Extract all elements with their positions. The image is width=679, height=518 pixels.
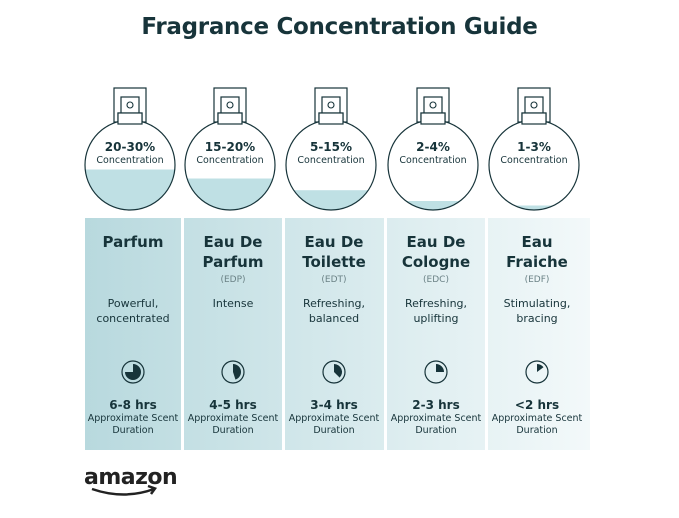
duration-wedge <box>233 364 242 380</box>
perfume-bottle-icon <box>84 87 176 211</box>
column-divider <box>384 218 387 450</box>
description-line: balanced <box>308 312 360 325</box>
type-abbreviation: (EDT) <box>321 275 347 285</box>
concentration-label: Concentration <box>399 155 467 166</box>
type-name-line: Fraiche <box>506 253 568 271</box>
amazon-logo: amazon <box>84 462 178 502</box>
concentration-value: 1-3% <box>517 140 551 154</box>
column-divider <box>485 218 488 450</box>
description-line: uplifting <box>413 312 459 325</box>
duration-value: 2-3 hrs <box>412 398 460 412</box>
type-column-1: Eau De Parfum (EDP) Intense 4-5 hrs Approxim… <box>183 218 283 450</box>
type-name-line: Eau De <box>203 233 263 251</box>
type-column-3: Eau De Cologne (EDC) Refreshing, uplifting 2… <box>386 218 486 450</box>
types-panel <box>85 218 590 450</box>
concentration-value: 5-15% <box>309 140 353 154</box>
duration-value: 3-4 hrs <box>310 398 358 412</box>
clock-icon <box>121 360 145 388</box>
perfume-bottle-icon <box>488 87 580 211</box>
concentration-label: Concentration <box>96 155 164 166</box>
column-divider <box>282 218 285 450</box>
type-name-line: Eau De <box>406 233 466 251</box>
bottle-1: 15-20% Concentration <box>180 85 280 211</box>
liquid-level <box>185 178 275 210</box>
bottle-4: 1-3% Concentration <box>484 85 584 211</box>
type-name: Eau De Cologne <box>386 232 486 272</box>
clock-icon <box>525 360 549 388</box>
bottle-2: 5-15% Concentration <box>281 85 381 211</box>
duration-value: 6-8 hrs <box>109 398 157 412</box>
type-name-line: Toilette <box>302 253 366 271</box>
type-column-4: Eau Fraiche (EDF) Stimulating, bracing <2 hr… <box>487 218 587 450</box>
type-name: Eau Fraiche <box>487 232 587 272</box>
duration-value: 4-5 hrs <box>209 398 257 412</box>
concentration-label: Concentration <box>297 155 365 166</box>
duration-wedge <box>436 364 444 372</box>
type-description: Stimulating, bracing <box>487 296 587 326</box>
type-column-0: Parfum Powerful, concentrated 6-8 hrs Appro… <box>83 218 183 450</box>
liquid-level <box>388 201 478 210</box>
concentration-value: 15-20% <box>204 140 256 154</box>
duration-label: Approximate Scent Duration <box>187 413 279 436</box>
duration-wedge <box>537 364 544 372</box>
type-abbreviation: (EDC) <box>423 275 449 285</box>
column-divider <box>181 218 184 450</box>
duration-label: Approximate Scent Duration <box>87 413 179 436</box>
duration-wedge <box>125 364 141 380</box>
description-line: Stimulating, <box>503 297 571 310</box>
description-line: Powerful, <box>107 297 159 310</box>
type-abbreviation: (EDF) <box>524 275 550 285</box>
concentration-label: Concentration <box>196 155 264 166</box>
type-name-line: Parfum <box>202 253 264 271</box>
type-name-line: Cologne <box>401 253 471 271</box>
description-line: bracing <box>516 312 558 325</box>
liquid-level <box>85 169 175 210</box>
type-name-line: Parfum <box>102 233 164 251</box>
type-name-line: Eau <box>521 233 553 251</box>
type-description: Intense <box>183 296 283 311</box>
duration-wedge <box>334 364 343 378</box>
duration-label: Approximate Scent Duration <box>491 413 583 436</box>
perfume-bottle-icon <box>285 87 377 211</box>
page-title: Fragrance Concentration Guide <box>141 14 538 40</box>
description-line: Intense <box>212 297 254 310</box>
type-name: Eau De Toilette <box>284 232 384 272</box>
type-abbreviation: (EDP) <box>220 275 246 285</box>
description-line: concentrated <box>96 312 170 325</box>
type-column-2: Eau De Toilette (EDT) Refreshing, balanced 3… <box>284 218 384 450</box>
description-line: Refreshing, <box>404 297 468 310</box>
description-line: Refreshing, <box>302 297 366 310</box>
type-description: Powerful, concentrated <box>83 296 183 326</box>
liquid-level <box>286 190 376 210</box>
type-description: Refreshing, uplifting <box>386 296 486 326</box>
duration-value: <2 hrs <box>514 398 560 412</box>
concentration-label: Concentration <box>500 155 568 166</box>
clock-icon <box>322 360 346 388</box>
type-name: Eau De Parfum <box>183 232 283 272</box>
bottle-3: 2-4% Concentration <box>383 85 483 211</box>
liquid-level <box>489 205 579 210</box>
duration-label: Approximate Scent Duration <box>390 413 482 436</box>
concentration-value: 20-30% <box>104 140 156 154</box>
bottle-0: 20-30% Concentration <box>80 85 180 211</box>
type-name-line: Eau De <box>304 233 364 251</box>
logo-text: amazon <box>84 465 176 490</box>
type-name: Parfum <box>83 232 183 252</box>
perfume-bottle-icon <box>184 87 276 211</box>
perfume-bottle-icon <box>387 87 479 211</box>
clock-icon <box>424 360 448 388</box>
duration-label: Approximate Scent Duration <box>288 413 380 436</box>
clock-icon <box>221 360 245 388</box>
type-description: Refreshing, balanced <box>284 296 384 326</box>
concentration-value: 2-4% <box>416 140 450 154</box>
